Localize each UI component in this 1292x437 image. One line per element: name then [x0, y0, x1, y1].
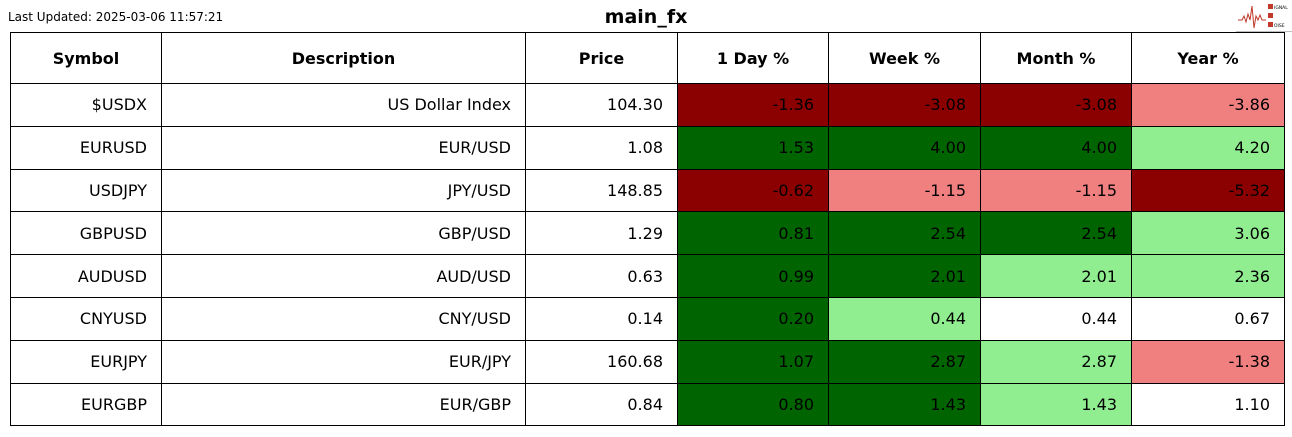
change-cell: 2.01	[828, 254, 981, 298]
change-cell: 3.06	[1131, 211, 1285, 256]
symbol-cell: EURJPY	[10, 339, 162, 384]
change-cell: 4.00	[828, 125, 981, 170]
change-cell: 1.43	[980, 382, 1132, 427]
price-cell: 0.14	[525, 296, 678, 341]
column-header: 1 Day %	[677, 32, 829, 84]
price-cell: 160.68	[525, 339, 678, 384]
price-cell: 1.08	[525, 125, 678, 170]
change-cell: 0.44	[980, 296, 1132, 341]
change-cell: 1.10	[1131, 382, 1285, 427]
signal-2-noise-logo: IGNAL OISE	[1236, 4, 1292, 32]
change-cell: 1.53	[677, 125, 829, 170]
change-cell: -1.15	[828, 168, 981, 213]
column-header: Month %	[980, 32, 1132, 84]
change-cell: -1.36	[677, 83, 829, 127]
table-title: main_fx	[604, 6, 688, 28]
svg-text:OISE: OISE	[1274, 23, 1285, 29]
price-cell: 0.84	[525, 382, 678, 427]
symbol-cell: EURUSD	[10, 125, 162, 170]
table-row: EURUSD EUR/USD 1.08 1.53 4.00 4.00 4.20	[10, 125, 1285, 170]
table-row: EURJPY EUR/JPY 160.68 1.07 2.87 2.87 -1.38	[10, 339, 1285, 384]
change-cell: 0.44	[828, 296, 981, 341]
column-header: Year %	[1131, 32, 1285, 84]
symbol-cell: GBPUSD	[10, 211, 162, 256]
change-cell: 0.20	[677, 296, 829, 341]
table-row: EURGBP EUR/GBP 0.84 0.80 1.43 1.43 1.10	[10, 382, 1285, 427]
description-cell: EUR/JPY	[161, 339, 526, 384]
description-cell: EUR/GBP	[161, 382, 526, 427]
change-cell: 4.00	[980, 125, 1132, 170]
description-cell: EUR/USD	[161, 125, 526, 170]
change-cell: -5.32	[1131, 168, 1285, 213]
fx-table: Symbol Description Price 1 Day % Week % Month…	[10, 32, 1285, 427]
table-row: GBPUSD GBP/USD 1.29 0.81 2.54 2.54 3.06	[10, 211, 1285, 256]
change-cell: -3.08	[980, 83, 1132, 127]
change-cell: 0.67	[1131, 296, 1285, 341]
price-cell: 0.63	[525, 254, 678, 298]
change-cell: 2.54	[980, 211, 1132, 256]
symbol-cell: AUDUSD	[10, 254, 162, 298]
change-cell: 0.81	[677, 211, 829, 256]
change-cell: 2.54	[828, 211, 981, 256]
change-cell: 2.87	[980, 339, 1132, 384]
change-cell: 1.07	[677, 339, 829, 384]
table-row: USDJPY JPY/USD 148.85 -0.62 -1.15 -1.15 -5.32	[10, 168, 1285, 213]
table-row: AUDUSD AUD/USD 0.63 0.99 2.01 2.01 2.36	[10, 254, 1285, 298]
symbol-cell: $USDX	[10, 83, 162, 127]
column-header: Week %	[828, 32, 981, 84]
description-cell: CNY/USD	[161, 296, 526, 341]
change-cell: 0.99	[677, 254, 829, 298]
symbol-cell: EURGBP	[10, 382, 162, 427]
svg-text:IGNAL: IGNAL	[1274, 5, 1288, 11]
column-header: Description	[161, 32, 526, 84]
change-cell: -1.15	[980, 168, 1132, 213]
change-cell: -3.08	[828, 83, 981, 127]
last-updated-text: Last Updated: 2025-03-06 11:57:21	[8, 10, 224, 24]
change-cell: 0.80	[677, 382, 829, 427]
table-row: CNYUSD CNY/USD 0.14 0.20 0.44 0.44 0.67	[10, 296, 1285, 341]
symbol-cell: USDJPY	[10, 168, 162, 213]
price-cell: 104.30	[525, 83, 678, 127]
change-cell: 2.36	[1131, 254, 1285, 298]
description-cell: GBP/USD	[161, 211, 526, 256]
change-cell: 2.01	[980, 254, 1132, 298]
table-row: $USDX US Dollar Index 104.30 -1.36 -3.08 -3.0…	[10, 83, 1285, 127]
description-cell: AUD/USD	[161, 254, 526, 298]
change-cell: -1.38	[1131, 339, 1285, 384]
description-cell: US Dollar Index	[161, 83, 526, 127]
header-row: Symbol Description Price 1 Day % Week % Month…	[10, 32, 1285, 84]
symbol-cell: CNYUSD	[10, 296, 162, 341]
price-cell: 1.29	[525, 211, 678, 256]
description-cell: JPY/USD	[161, 168, 526, 213]
column-header: Price	[525, 32, 678, 84]
change-cell: 2.87	[828, 339, 981, 384]
column-header: Symbol	[10, 32, 162, 84]
price-cell: 148.85	[525, 168, 678, 213]
change-cell: -0.62	[677, 168, 829, 213]
change-cell: 1.43	[828, 382, 981, 427]
change-cell: -3.86	[1131, 83, 1285, 127]
change-cell: 4.20	[1131, 125, 1285, 170]
